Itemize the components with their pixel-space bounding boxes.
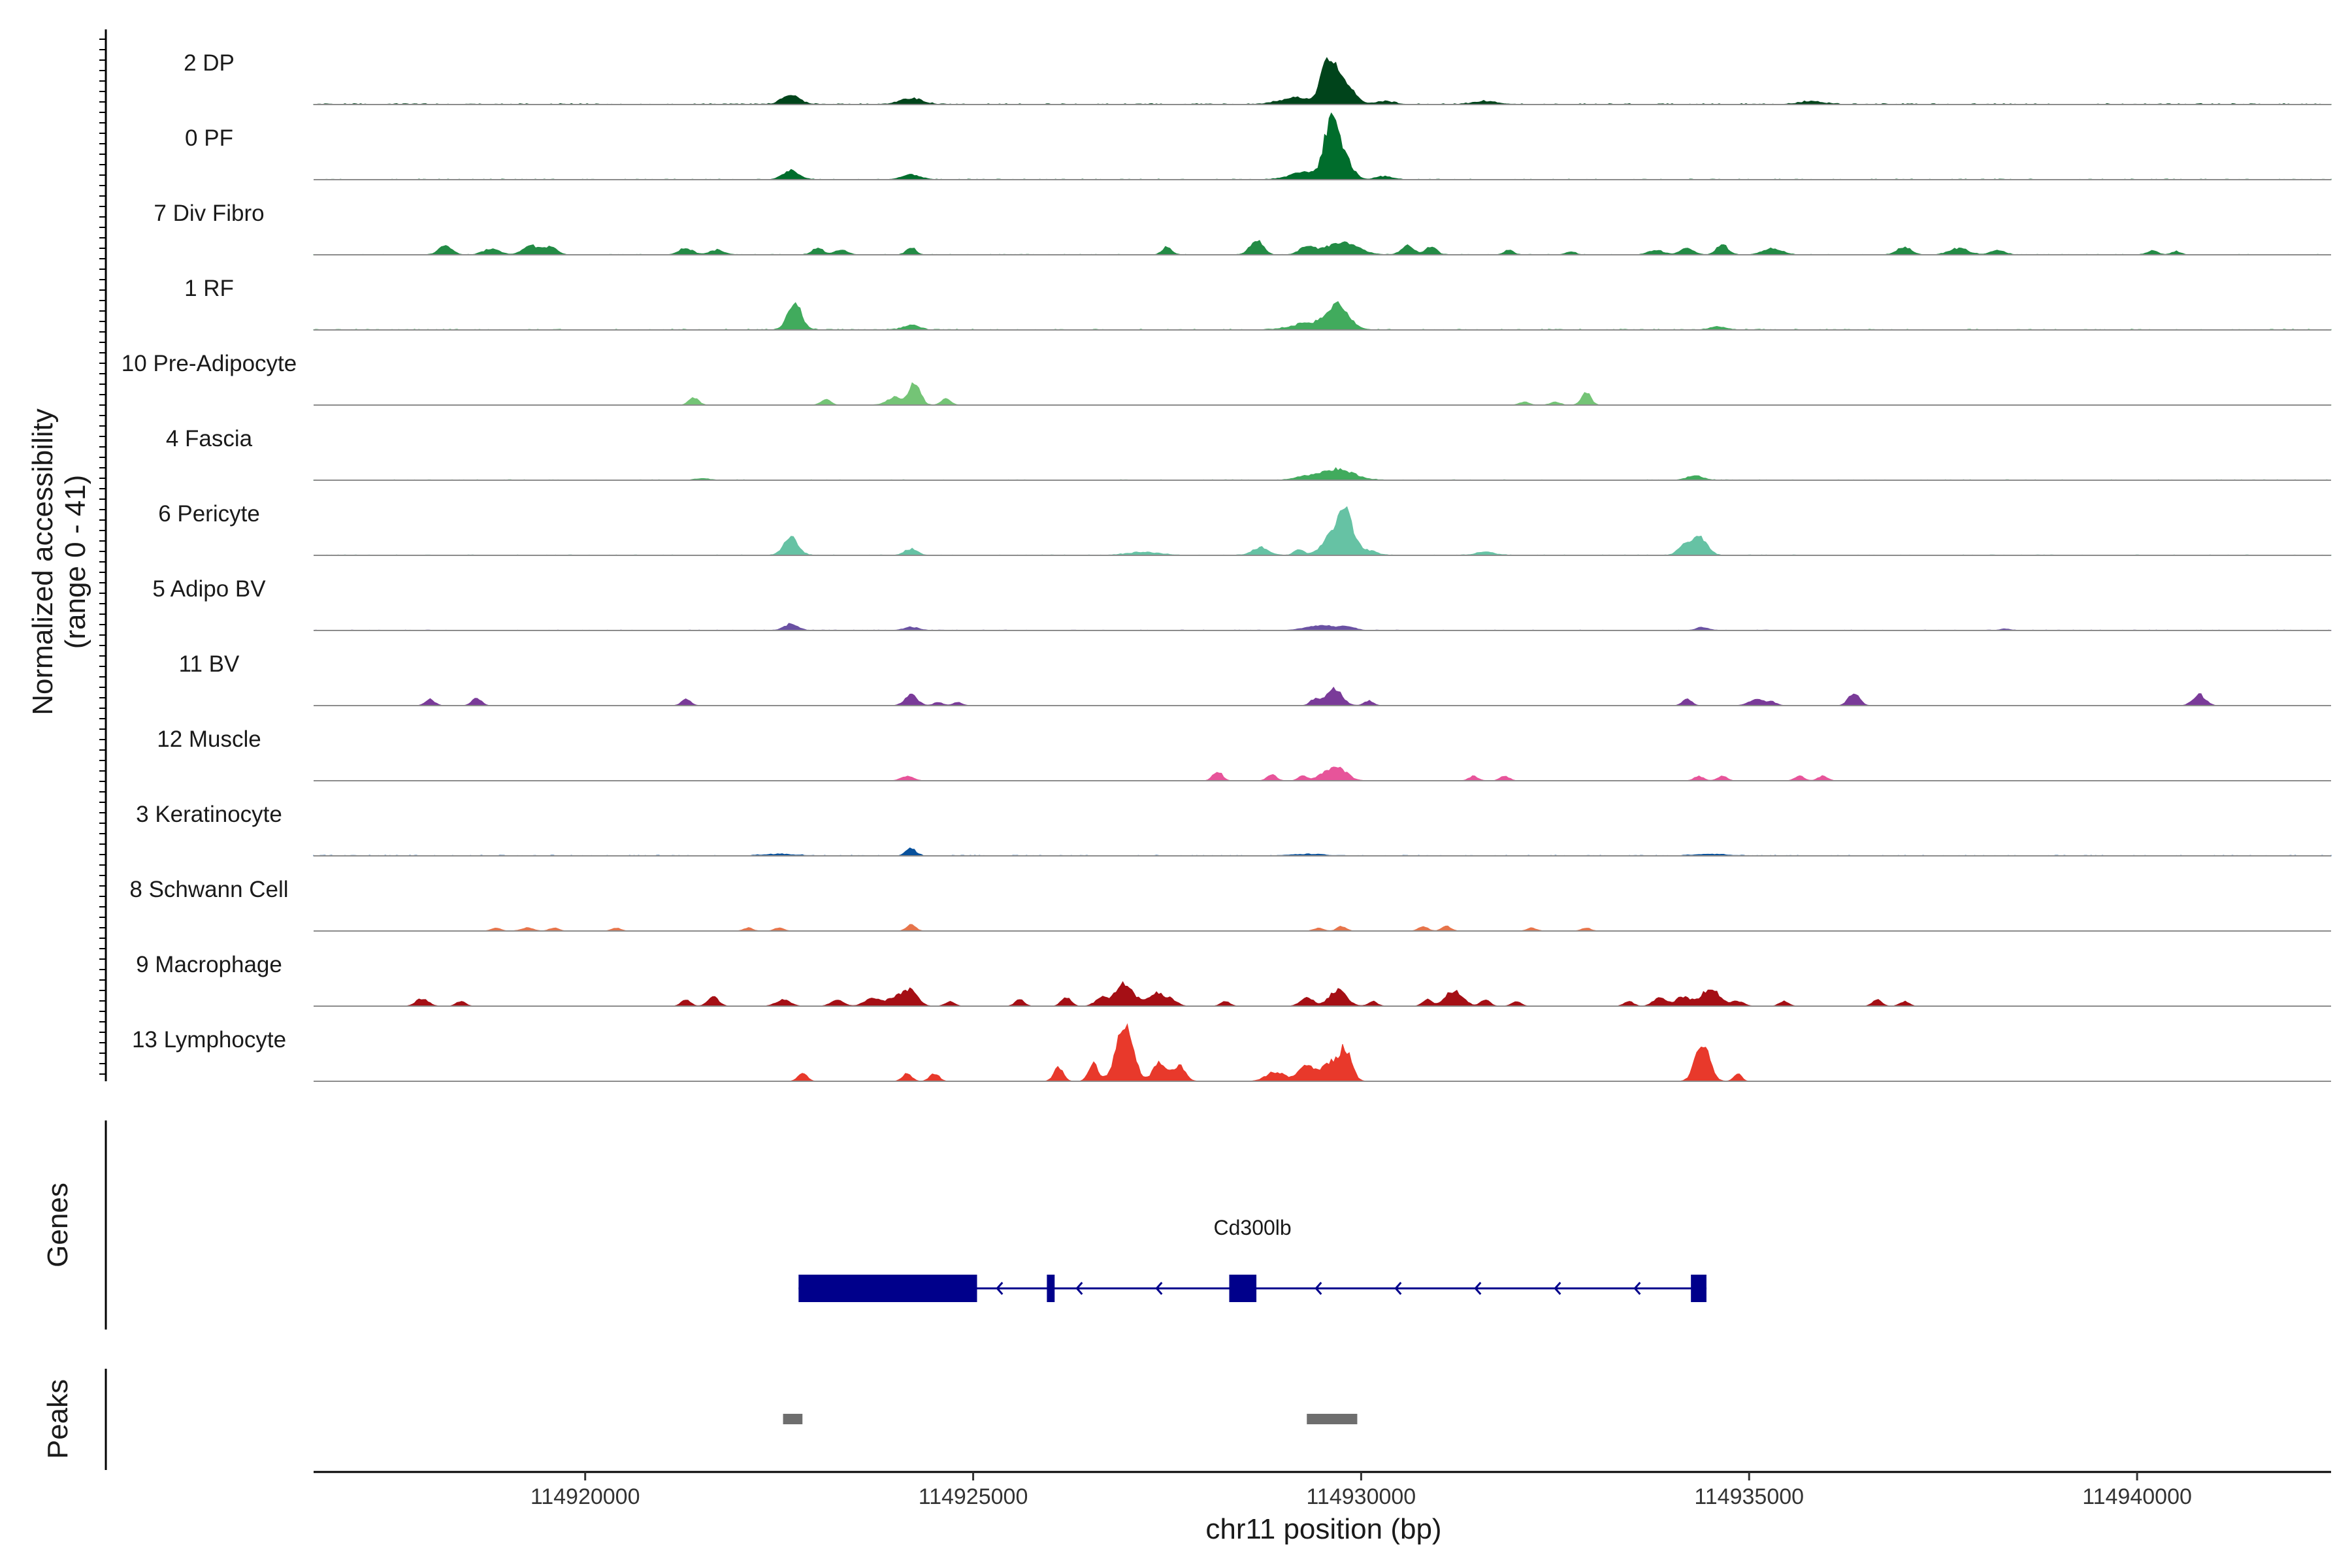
coverage-area [313,240,2332,255]
gene-exon [1691,1275,1707,1302]
strand-arrow [1633,1282,1641,1295]
strand-arrow [1474,1282,1482,1295]
accessibility-axis-ticks [99,39,106,1075]
strand-arrow [1554,1282,1561,1295]
track-label: 3 Keratinocyte [136,802,282,827]
track-label: 6 Pericyte [158,501,260,527]
track-8: 11 BV [179,651,2331,706]
gene-exon [1229,1275,1257,1302]
track-0: 2 DP [184,50,2332,105]
x-tick-label: 114940000 [2082,1484,2192,1509]
coverage-area [313,623,2332,631]
y-axis-title-line2: (range 0 - 41) [59,475,91,649]
track-9: 12 Muscle [157,727,2331,781]
coverage-tracks: 2 DP 0 PF 7 Div Fibro 1 RF 10 Pre-Adipocyte 4… [122,50,2332,1082]
x-tick-label: 114920000 [531,1484,640,1509]
track-11: 8 Schwann Cell [129,877,2331,932]
genes-track-title: Genes [42,1183,74,1267]
strand-arrow [1155,1282,1163,1295]
x-tick-label: 114930000 [1307,1484,1416,1509]
track-label: 11 BV [179,651,240,677]
x-tick-label: 114925000 [919,1484,1028,1509]
track-13: 13 Lymphocyte [132,1023,2331,1082]
track-label: 13 Lymphocyte [132,1027,286,1053]
strand-arrow [996,1282,1004,1295]
coverage-area [313,466,2332,481]
coverage-area [314,112,2332,180]
track-1: 0 PF [185,112,2332,180]
track-12: 9 Macrophage [136,952,2331,1007]
coverage-area [313,847,2332,857]
track-label: 8 Schwann Cell [129,877,288,902]
track-label: 10 Pre-Adipocyte [122,351,297,376]
coverage-area [314,687,2331,706]
x-tick-label: 114935000 [1694,1484,1804,1509]
track-3: 1 RF [184,276,2332,331]
x-axis-title: chr11 position (bp) [1205,1513,1441,1545]
track-6: 6 Pericyte [158,501,2332,556]
track-label: 9 Macrophage [136,952,282,977]
track-5: 4 Fascia [166,426,2332,481]
track-label: 7 Div Fibro [154,201,264,226]
y-axis-title-line1: Normalized accessibility [27,408,59,715]
coverage-area [313,301,2332,331]
strand-arrow [1075,1282,1083,1295]
gene-name-label: Cd300lb [1214,1216,1292,1239]
coverage-area [314,766,2331,781]
coverage-area [314,506,2332,556]
gene-exon [798,1275,977,1302]
coverage-area [314,981,2331,1007]
gene-model [798,1275,1707,1302]
peak-regions [783,1414,1358,1424]
strand-arrow [1315,1282,1322,1295]
coverage-area [313,57,2332,105]
track-2: 7 Div Fibro [154,201,2332,255]
track-10: 3 Keratinocyte [136,802,2332,857]
track-label: 4 Fascia [166,426,253,451]
track-7: 5 Adipo BV [152,576,2332,631]
peak-region [783,1414,803,1424]
track-label: 5 Adipo BV [152,576,266,602]
peaks-track-title: Peaks [42,1379,74,1459]
track-label: 0 PF [185,125,233,151]
gene-exon [1047,1275,1055,1302]
coverage-area [314,1023,2331,1082]
coverage-area [314,924,2331,932]
track-label: 2 DP [184,50,235,76]
strand-arrow [1394,1282,1402,1295]
peak-region [1307,1414,1358,1424]
track-4: 10 Pre-Adipocyte [122,351,2332,406]
track-label: 12 Muscle [157,727,261,752]
x-axis-ticks: 114920000 114925000 114930000 114935000 1149… [531,1472,2192,1509]
track-label: 1 RF [184,276,234,301]
coverage-area [313,382,2332,406]
